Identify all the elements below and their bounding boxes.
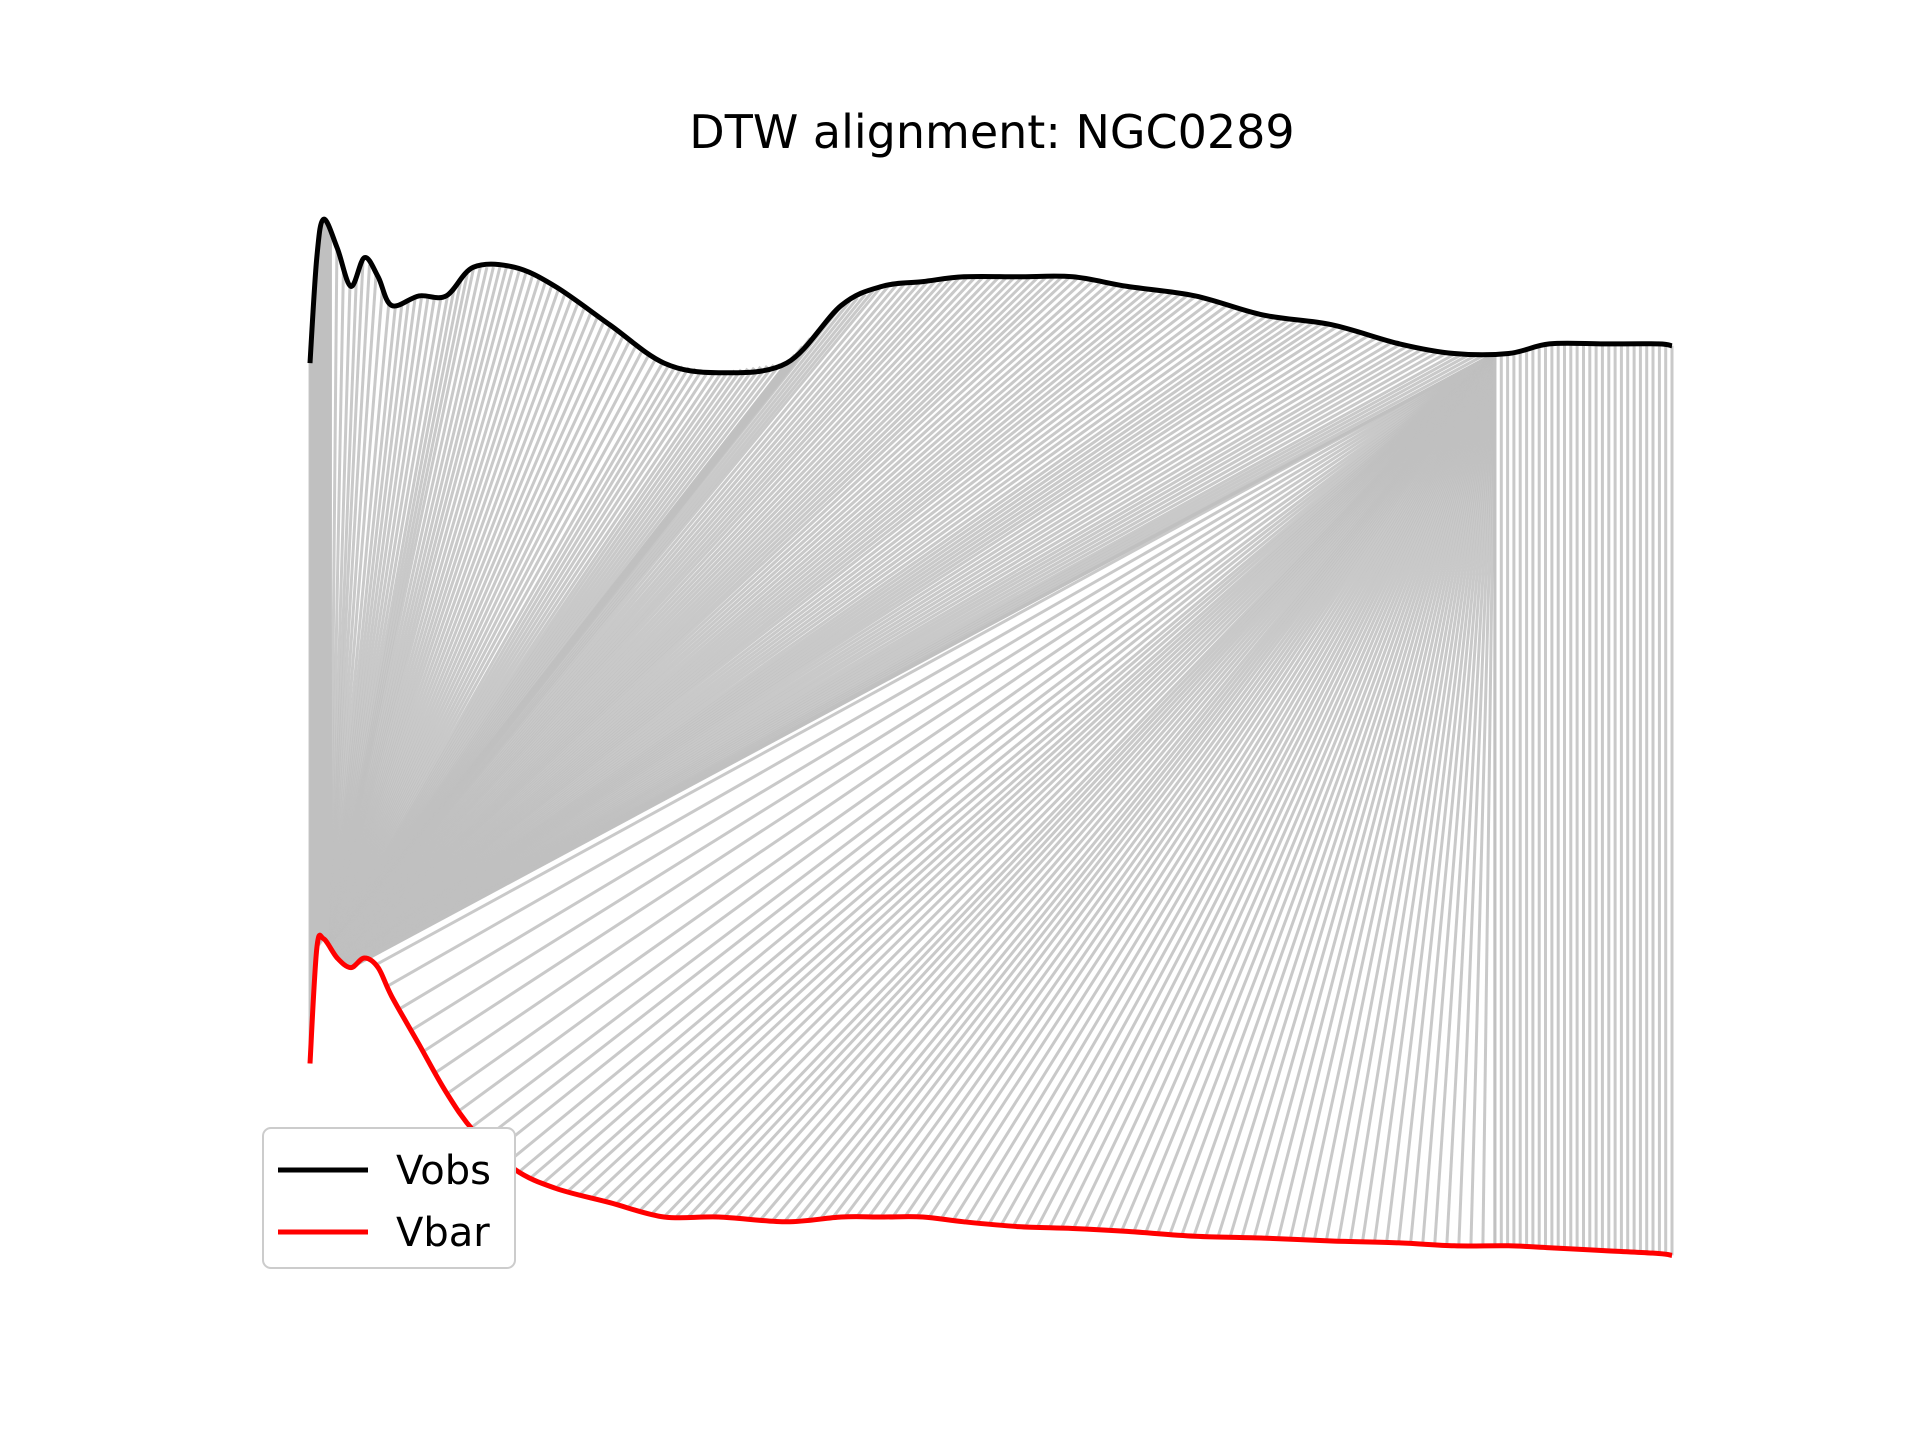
- alignment-line: [831, 352, 1497, 1219]
- alignment-line: [963, 352, 1497, 1223]
- alignment-line: [1168, 352, 1497, 1235]
- chart-title: DTW alignment: NGC0289: [689, 105, 1294, 159]
- alignment-line: [446, 352, 1496, 1095]
- alignment-line: [1300, 353, 1497, 1241]
- alignment-line: [710, 352, 1497, 1219]
- alignment-line: [1264, 353, 1497, 1239]
- alignment-line: [1445, 353, 1497, 1246]
- alignment-line: [386, 352, 1496, 988]
- alignment-line: [1336, 353, 1497, 1242]
- alignment-line: [1481, 353, 1497, 1246]
- series-layer: [307, 216, 1673, 1258]
- alignment-line: [470, 352, 1496, 1129]
- series-line-vobs: [307, 216, 1673, 376]
- alignment-line: [398, 352, 1496, 1011]
- alignment-line: [1132, 352, 1497, 1233]
- alignment-line: [867, 352, 1497, 1218]
- alignment-line: [554, 352, 1496, 1190]
- alignment-line: [458, 352, 1496, 1112]
- legend: Vobs Vbar: [262, 1127, 516, 1269]
- alignment-line: [566, 352, 1496, 1193]
- alignment-line: [1457, 353, 1497, 1246]
- alignment-line: [1108, 352, 1497, 1232]
- alignment-line: [1348, 353, 1497, 1242]
- alignment-line: [1216, 353, 1497, 1238]
- alignment-line: [1276, 353, 1497, 1240]
- alignment-line: [1469, 353, 1497, 1246]
- alignment-line: [578, 352, 1496, 1196]
- alignment-line: [1120, 352, 1497, 1232]
- legend-label-vobs: Vobs: [396, 1148, 491, 1194]
- alignment-line: [915, 352, 1497, 1218]
- series-line-vbar: [307, 932, 1673, 1258]
- legend-label-vbar: Vbar: [396, 1210, 490, 1256]
- alignment-line: [1288, 353, 1497, 1240]
- alignment-line: [374, 352, 1496, 967]
- alignment-line: [626, 352, 1496, 1209]
- alignment-line: [1144, 352, 1497, 1234]
- alignment-line: [362, 352, 1496, 961]
- alignment-line: [614, 352, 1496, 1206]
- alignment-line: [735, 352, 1497, 1220]
- alignment-line: [1072, 352, 1497, 1230]
- alignment-line: [1035, 352, 1497, 1228]
- alignment-line: [843, 352, 1497, 1218]
- alignment-line: [530, 352, 1496, 1179]
- alignment-line: [1084, 352, 1497, 1230]
- alignment-line: [747, 352, 1497, 1221]
- alignment-line: [1060, 352, 1497, 1229]
- alignment-line: [1048, 352, 1497, 1229]
- alignment-line: [939, 352, 1497, 1220]
- alignment-line: [638, 352, 1496, 1212]
- alignment-line: [1011, 352, 1497, 1227]
- alignment-line: [879, 352, 1497, 1218]
- alignment-line: [951, 352, 1497, 1222]
- alignment-line: [855, 352, 1497, 1218]
- alignment-line: [1252, 353, 1497, 1239]
- alignment-line: [410, 352, 1496, 1032]
- alignment-line: [975, 352, 1497, 1224]
- alignment-line: [1421, 353, 1497, 1245]
- alignment-line: [987, 352, 1497, 1225]
- alignment-line: [1361, 353, 1497, 1243]
- alignment-line: [518, 352, 1496, 1173]
- alignment-line: [1240, 353, 1497, 1238]
- alignment-line: [422, 352, 1496, 1053]
- alignment-line: [434, 352, 1496, 1075]
- alignment-line: [1156, 352, 1497, 1235]
- alignment-line: [1192, 353, 1497, 1237]
- alignment-line: [1397, 353, 1497, 1244]
- alignment-line: [1385, 353, 1497, 1243]
- alignment-line: [1433, 353, 1497, 1245]
- alignment-line: [1180, 352, 1497, 1236]
- alignment-line: [1312, 353, 1497, 1241]
- alignment-line: [494, 352, 1496, 1153]
- alignment-line: [903, 352, 1497, 1218]
- alignment-lines: [308, 219, 1674, 1256]
- alignment-line: [506, 352, 1496, 1164]
- alignment-line: [927, 352, 1497, 1219]
- alignment-line: [1023, 352, 1497, 1228]
- alignment-line: [542, 352, 1496, 1184]
- alignment-line: [1409, 353, 1497, 1244]
- alignment-line: [1324, 353, 1497, 1242]
- alignment-line: [723, 352, 1497, 1219]
- alignment-line: [1373, 353, 1497, 1243]
- alignment-line: [1204, 353, 1497, 1237]
- alignment-line: [590, 352, 1496, 1199]
- alignment-line: [891, 352, 1497, 1218]
- alignment-line: [771, 352, 1497, 1222]
- alignment-line: [650, 352, 1496, 1215]
- alignment-line: [1228, 353, 1497, 1238]
- alignment-line: [1096, 352, 1497, 1231]
- alignment-line: [482, 352, 1496, 1142]
- alignment-line: [999, 352, 1497, 1226]
- alignment-line: [602, 352, 1496, 1203]
- alignment-line: [759, 352, 1497, 1221]
